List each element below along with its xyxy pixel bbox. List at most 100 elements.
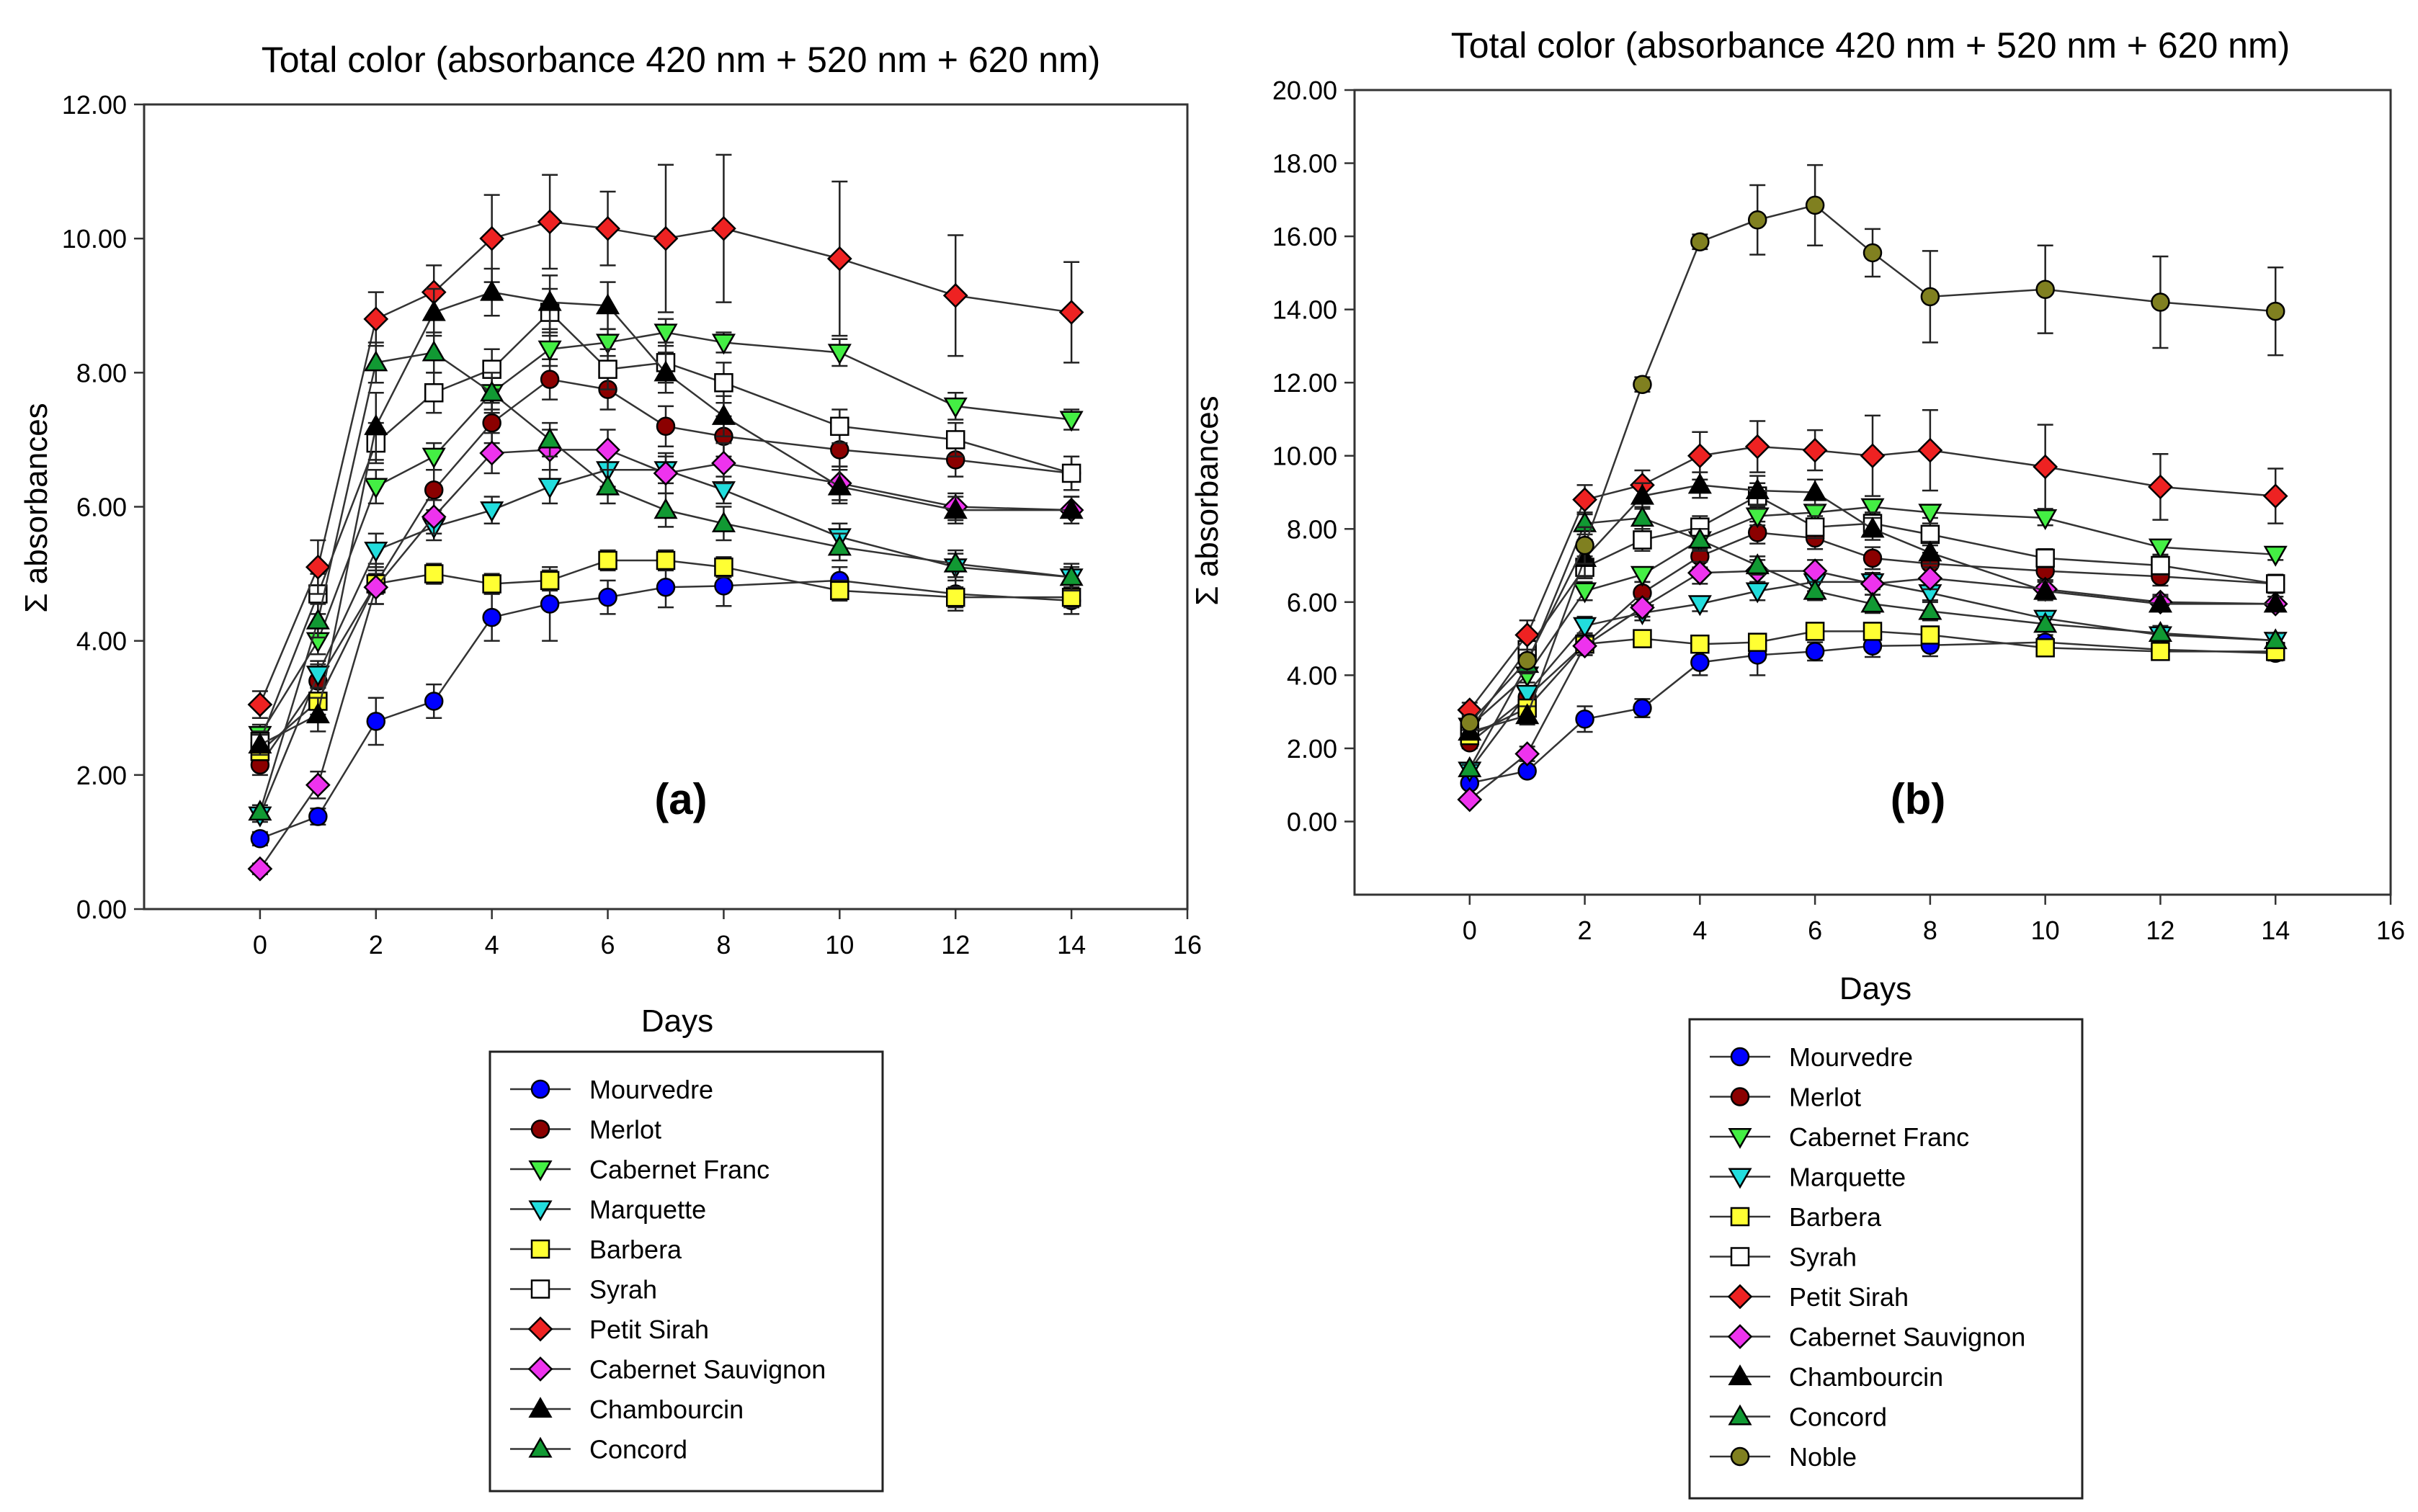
data-point-barbera: [656, 550, 676, 571]
series-line-cabernet-franc: [1468, 506, 2276, 728]
data-point-mourvedre: [308, 807, 328, 826]
x-tick-label-b: 14: [2261, 916, 2290, 945]
data-point-cabernet-sauvignon: [1514, 741, 1540, 766]
data-point-syrah: [945, 430, 965, 449]
y-tick-label-a: 0.00: [76, 895, 127, 924]
data-point-syrah: [1061, 463, 1081, 483]
legend-label-cabernet-sauvignon: Cabernet Sauvignon: [589, 1355, 826, 1384]
data-point-cabernet-sauvignon: [1687, 560, 1713, 586]
x-tick-label-a: 4: [485, 930, 499, 959]
x-tick-label-b: 4: [1692, 916, 1707, 945]
series-line-merlot: [259, 378, 1072, 766]
data-point-cabernet-sauvignon: [1572, 633, 1597, 659]
data-point-concord: [1687, 527, 1712, 549]
data-point-barbera: [1633, 629, 1652, 648]
data-point-concord: [2263, 628, 2288, 650]
data-point-chambourcin: [653, 360, 678, 382]
data-point-cabernet-sauvignon: [595, 437, 620, 462]
data-point-chambourcin: [480, 279, 504, 301]
data-point-mourvedre: [656, 577, 676, 597]
series-line-marquette: [1468, 581, 2276, 771]
data-point-barbera: [945, 587, 965, 607]
legend-label-barbera: Barbera: [589, 1235, 682, 1264]
data-point-syrah: [830, 416, 849, 437]
data-point-cabernet-sauvignon: [1457, 787, 1483, 813]
data-point-cabernet-franc: [943, 397, 968, 419]
data-point-merlot: [482, 413, 501, 433]
legend-b: Mourvedre Merlot Cabernet Franc Marquette Ba…: [1688, 1018, 2084, 1500]
legend-label-marquette: Marquette: [1789, 1163, 1906, 1192]
data-point-barbera: [1061, 587, 1081, 607]
data-point-marquette: [711, 481, 736, 503]
data-point-merlot: [540, 370, 560, 389]
data-point-cabernet-sauvignon: [247, 856, 273, 882]
series-line-petit-sirah: [259, 220, 1072, 705]
data-point-cabernet-franc: [2033, 509, 2058, 530]
data-point-barbera: [2151, 642, 2170, 661]
y-tick-label-b: 4.00: [1287, 661, 1337, 690]
data-point-petit-sirah: [1917, 437, 1943, 463]
y-tick-label-b: 16.00: [1272, 222, 1337, 251]
data-point-chambourcin: [1803, 480, 1827, 501]
data-point-marquette: [480, 501, 504, 523]
data-point-petit-sirah: [479, 225, 505, 251]
data-point-barbera: [482, 574, 501, 594]
data-point-concord: [364, 350, 388, 372]
data-point-syrah: [2035, 548, 2055, 568]
legend-marker-noble: [1730, 1446, 1750, 1467]
data-point-petit-sirah: [2148, 474, 2173, 500]
chart-title-b: Total color (absorbance 420 nm + 520 nm …: [1451, 25, 2290, 66]
data-point-chambourcin: [596, 293, 620, 315]
x-axis-label-a: Days: [641, 1003, 713, 1039]
data-point-noble: [1862, 243, 1883, 263]
y-tick-label-b: 0.00: [1287, 807, 1337, 836]
data-point-cabernet-franc: [537, 340, 562, 362]
legend-marker-chambourcin: [1728, 1364, 1752, 1386]
legend-marker-chambourcin: [528, 1397, 553, 1418]
series-line-chambourcin: [1469, 484, 2276, 733]
data-point-chambourcin: [1630, 483, 1654, 505]
data-point-syrah: [598, 359, 617, 379]
data-point-syrah: [1805, 517, 1825, 537]
data-point-petit-sirah: [1687, 443, 1713, 469]
legend-label-noble: Noble: [1789, 1442, 1857, 1472]
y-tick-label-a: 2.00: [76, 761, 127, 790]
data-point-concord: [596, 474, 620, 496]
data-point-concord: [248, 800, 272, 821]
legend-marker-merlot: [530, 1119, 550, 1139]
data-point-chambourcin: [1860, 516, 1885, 538]
data-point-mourvedre: [366, 712, 386, 731]
x-tick-label-a: 2: [369, 930, 383, 959]
series-petit-sirah-a: [247, 153, 1084, 719]
legend-label-merlot: Merlot: [1789, 1083, 1861, 1112]
data-point-mourvedre: [1805, 642, 1825, 661]
legend-label-marquette: Marquette: [589, 1195, 706, 1225]
data-point-mourvedre: [598, 587, 617, 607]
y-tick-label-a: 12.00: [62, 90, 127, 120]
data-point-mourvedre: [714, 576, 733, 596]
series-line-concord: [1468, 516, 2276, 769]
legend-marker-barbera: [530, 1239, 550, 1259]
y-tick-label-b: 10.00: [1272, 442, 1337, 471]
legend-label-merlot: Merlot: [589, 1115, 661, 1145]
data-point-mourvedre: [1633, 698, 1652, 718]
data-point-noble: [2151, 292, 2170, 312]
series-line-mourvedre: [1469, 641, 2276, 784]
series-line-noble: [1468, 204, 2276, 724]
data-point-petit-sirah: [247, 692, 273, 717]
data-point-chambourcin: [2148, 591, 2172, 613]
data-point-mourvedre: [1575, 710, 1594, 729]
data-point-syrah: [2151, 555, 2170, 576]
data-point-cabernet-franc: [1573, 582, 1597, 604]
data-point-petit-sirah: [1860, 443, 1886, 469]
legend-label-petit-sirah: Petit Sirah: [1789, 1282, 1909, 1312]
chart-title-a: Total color (absorbance 420 nm + 520 nm …: [262, 40, 1101, 80]
data-point-mourvedre: [250, 829, 270, 849]
legend-label-petit-sirah: Petit Sirah: [589, 1315, 709, 1344]
data-point-cabernet-franc: [421, 447, 446, 469]
data-point-concord: [943, 551, 968, 573]
data-point-petit-sirah: [826, 246, 852, 272]
series-line-barbera: [1469, 630, 2276, 737]
data-point-chambourcin: [1059, 498, 1084, 519]
data-point-cabernet-sauvignon: [1630, 595, 1655, 620]
